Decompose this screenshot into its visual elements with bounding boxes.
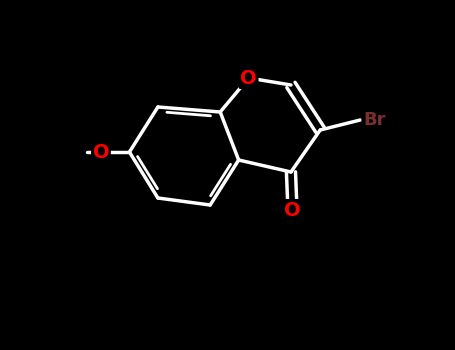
Text: Br: Br xyxy=(363,111,385,129)
Text: O: O xyxy=(240,69,257,88)
Text: O: O xyxy=(93,142,109,161)
Text: O: O xyxy=(284,201,301,219)
